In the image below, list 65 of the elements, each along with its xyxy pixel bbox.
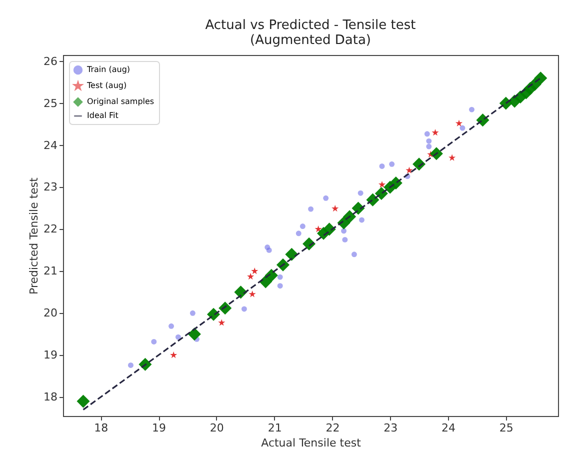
y-tick-label: 20 [44, 306, 58, 320]
x-tick-label: 25 [499, 422, 514, 434]
point [432, 128, 439, 136]
x-tick-label: 21 [268, 422, 282, 434]
point [406, 166, 413, 174]
x-tick-label: 22 [326, 422, 340, 434]
y-tick-label: 18 [44, 390, 58, 404]
y-tick-label: 21 [44, 264, 58, 278]
point [359, 217, 364, 223]
point [378, 181, 386, 188]
point [170, 351, 178, 358]
x-tick-label: 23 [384, 422, 398, 434]
legend-label: Ideal Fit [87, 111, 118, 120]
point [460, 125, 466, 131]
point [358, 190, 364, 196]
x-tick-label: 18 [94, 422, 108, 434]
point [251, 267, 258, 274]
point [426, 144, 432, 150]
point [175, 334, 181, 340]
point [277, 283, 283, 289]
point [300, 224, 306, 229]
point [342, 236, 348, 242]
y-tick-label: 25 [44, 96, 58, 110]
point [314, 225, 322, 232]
point [469, 106, 474, 112]
point [241, 306, 247, 312]
x-axis-title: Actual Tensile test [261, 436, 362, 450]
chart-subtitle: (Augmented Data) [250, 33, 371, 48]
y-tick-label: 19 [44, 348, 58, 362]
x-tick-label: 19 [152, 422, 166, 434]
y-tick-label: 22 [44, 222, 58, 236]
point [76, 394, 90, 408]
point [426, 138, 432, 144]
point [168, 323, 174, 329]
x-tick-label: 24 [442, 422, 456, 434]
legend-label: Test (aug) [86, 81, 127, 90]
y-axis-title: Predicted Tensile test [28, 176, 41, 294]
y-tick-label: 23 [44, 180, 58, 194]
point [247, 272, 254, 280]
point [424, 131, 430, 137]
y-tick-label: 26 [44, 54, 58, 68]
point [351, 252, 357, 258]
point [248, 290, 256, 298]
point [455, 120, 463, 126]
point [188, 328, 201, 341]
chart-title: Actual vs Predicted - Tensile test [205, 18, 416, 33]
point [341, 228, 347, 234]
point [308, 206, 314, 212]
point [534, 72, 548, 85]
y-tick-label: 24 [44, 138, 58, 152]
point [379, 164, 385, 169]
point [448, 154, 456, 161]
point [323, 195, 329, 201]
point [190, 310, 196, 316]
legend-label: Original samples [87, 97, 154, 106]
legend-label: Train (aug) [86, 65, 130, 74]
point [296, 230, 302, 236]
point [389, 161, 395, 167]
point [264, 244, 270, 250]
point [277, 274, 283, 280]
point [218, 319, 226, 326]
point [151, 338, 157, 344]
point [332, 204, 339, 212]
x-tick-label: 20 [210, 422, 224, 434]
point [128, 362, 134, 368]
